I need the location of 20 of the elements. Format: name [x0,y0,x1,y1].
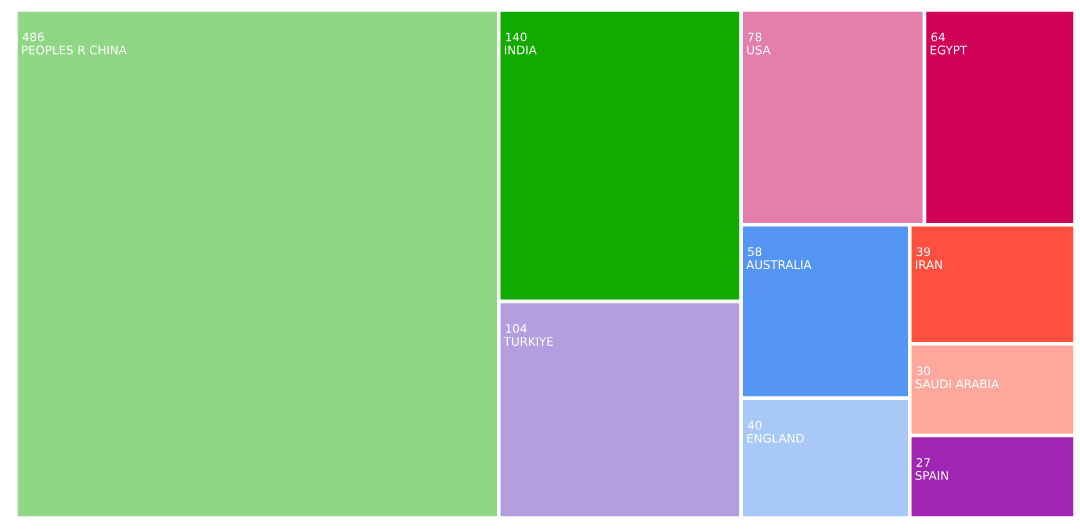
category-label: PEOPLES R CHINA [22,45,127,55]
category-label: SPAIN [915,471,948,480]
data-label: 30 [916,366,931,376]
category-label: EGYPT [930,45,968,55]
category-label: AUSTRALIA [746,260,812,270]
data-label: 40 [747,420,762,430]
data-label: 140 [506,32,527,42]
data-label: 64 [931,32,945,42]
category-label: ENGLAND [747,433,804,443]
data-label: 39 [916,247,931,257]
category-label: IRAN [915,260,942,269]
data-label: 58 [748,247,762,257]
data-label: 104 [506,323,527,333]
data-label: 27 [916,458,930,467]
data-label: 486 [22,32,44,42]
category-label: SAUDI ARABIA [915,379,1000,389]
data-label: 78 [748,32,762,42]
category-label: INDIA [504,45,537,55]
category-label: TURKIYE [503,337,553,346]
category-label: USA [747,45,771,55]
